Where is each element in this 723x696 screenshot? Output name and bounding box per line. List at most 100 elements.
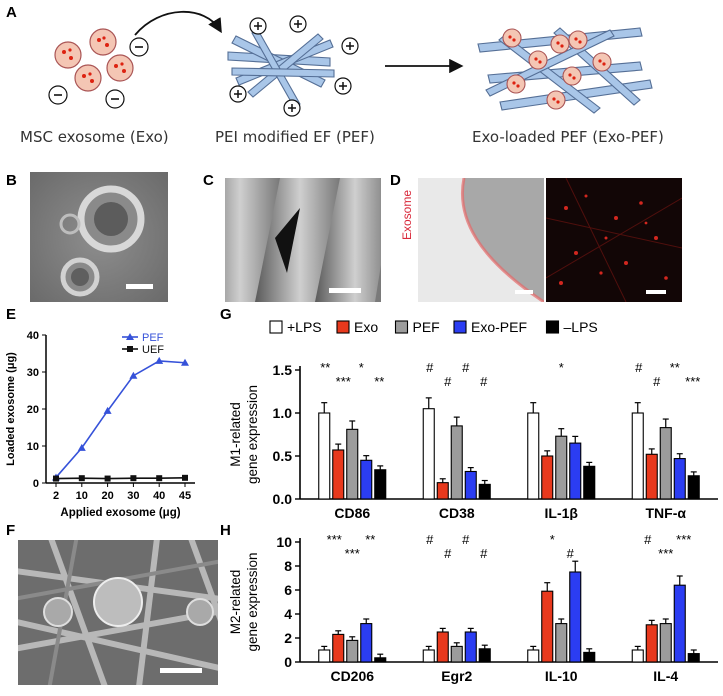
panel-label-b: B [6,172,17,189]
y-tick-label: 2 [284,630,292,646]
bar-il-10-2 [555,623,568,663]
significance-mark: * [550,532,555,547]
bar-il-1--1 [541,455,554,500]
data-point [130,475,137,482]
scale-bar [646,290,666,294]
bar-tnf--2 [659,427,672,500]
legend-swatch [336,320,350,334]
significance-mark: # [462,360,470,375]
significance-mark: *** [327,532,342,547]
bar-tnf--0 [631,412,644,500]
legend-label: Exo [354,319,378,335]
legend-label: PEF [413,319,440,335]
significance-mark: *** [345,546,360,561]
panel-label-e: E [6,306,17,323]
y-axis-label-line1: M2-related [228,570,243,635]
legend-swatch [545,320,560,334]
panel-label-f: F [6,522,16,539]
significance-mark: # [480,374,488,389]
series-line-uef [55,477,186,480]
scale-bar [160,668,202,673]
significance-mark: * [359,360,364,375]
bar-egr2-2 [450,645,463,663]
data-point [156,475,163,482]
legend-label: PEF [142,332,164,344]
y-tick-label: 0.0 [273,491,293,507]
y-axis-label-line1: M1-related [228,402,243,467]
y-axis-label-line2: gene expression [245,385,260,484]
panel-label-d: D [390,172,401,189]
y-tick-label: 0.5 [273,448,293,464]
data-point [182,474,188,481]
bar-cd206-2 [346,639,359,663]
bar-il-1--3 [569,442,582,500]
x-tick-label: 20 [101,490,113,502]
category-label: TNF-α [646,505,687,520]
bar-cd206-1 [332,633,345,663]
significance-mark: # [426,360,434,375]
legend-swatch [394,320,409,334]
fluorescence-micrograph [546,178,682,302]
significance-mark: * [559,360,564,375]
data-point [181,358,189,366]
bar-cd38-3 [464,470,477,500]
data-point [155,356,164,364]
scale-bar [329,288,361,293]
legend-marker [127,346,133,352]
panel-label-c: C [203,172,214,189]
data-point [78,475,85,482]
bar-tnf--4 [687,475,700,500]
category-label: Egr2 [441,668,472,684]
m2-gene-expression-chart: 0 2 4 6 8 10 M2-related gene expression CD206 Egr… [228,532,718,684]
bar-egr2-1 [436,631,449,663]
bar-cd86-3 [360,459,373,500]
y-tick-label: 10 [27,441,39,453]
x-tick-label: 40 [153,490,165,502]
legend-label: +LPS [287,319,322,335]
data-point [53,475,59,482]
x-tick-label: 2 [53,490,59,502]
bar-cd86-4 [374,469,387,500]
bar-il-1--2 [555,435,568,500]
caption-pef: PEI modified EF (PEF) [215,128,375,146]
y-tick-label: 10 [276,534,292,550]
significance-mark: ** [320,360,330,375]
m1-gene-expression-chart: 0.0 0.5 1.0 1.5 M1-related gene expression CD8… [228,319,718,520]
significance-mark: # [653,374,661,389]
brightfield-micrograph [418,178,544,302]
data-point [104,475,111,482]
category-label: IL-1β [545,505,579,520]
data-point [77,443,86,451]
scale-bar [126,284,153,289]
bar-il-1--0 [527,412,540,500]
bar-il-10-4 [583,651,596,663]
bar-il-10-3 [569,571,582,663]
schematic-figure [48,10,653,117]
data-point [103,406,112,414]
exosome-cluster [54,28,134,92]
y-tick-label: 8 [284,558,292,574]
bar-il-4-2 [659,623,672,663]
significance-mark: # [444,546,452,561]
significance-mark: *** [658,546,673,561]
x-tick-label: 30 [127,490,139,502]
legend-swatch [269,320,283,334]
x-tick-label: 10 [76,490,88,502]
bar-il-4-0 [631,649,644,663]
loading-efficiency-chart: 0 10 20 30 40 2 10 20 30 40 45 Applied exosome (μg)… [5,330,195,519]
bar-cd86-2 [346,428,359,500]
bar-cd86-0 [318,412,331,500]
y-tick-label: 6 [284,582,292,598]
x-axis-label: Applied exosome (μg) [60,507,180,519]
bar-egr2-0 [422,649,435,663]
bar-il-4-4 [687,653,700,663]
legend-swatch [453,320,467,334]
bar-tnf--1 [645,453,658,500]
legend-marker [126,333,134,340]
exosome-stain-label: Exosome [400,189,414,240]
bar-il-10-1 [541,590,554,663]
caption-msc-exosome: MSC exosome (Exo) [20,128,169,146]
pef-fibers [227,29,335,108]
bar-cd38-0 [422,408,435,500]
panel-label-g: G [220,306,232,323]
